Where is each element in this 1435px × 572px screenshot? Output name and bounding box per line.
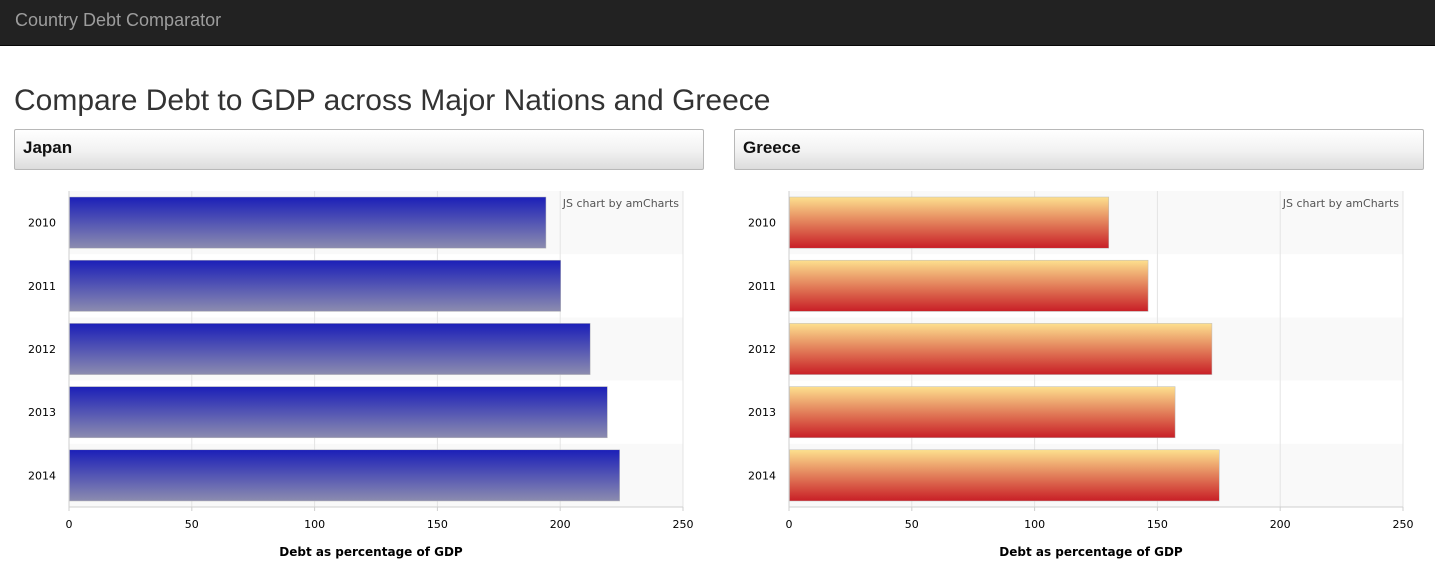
greece-bar-2012[interactable] [789, 323, 1213, 375]
greece-bar-2014[interactable] [789, 449, 1220, 502]
japan-ytick-label: 2014 [28, 469, 56, 482]
japan-bar-2011[interactable] [69, 259, 561, 312]
japan-chart-svg: 2010 2011 2012 2013 2014 0 50 100 150 200 250 Debt … [28, 191, 694, 559]
greece-ytick-label: 2012 [748, 343, 776, 356]
greece-xtick-label: 0 [786, 518, 793, 531]
greece-ytick-label: 2013 [748, 406, 776, 419]
japan-panel-header: Japan [14, 129, 704, 170]
greece-chart: 2010 2011 2012 2013 2014 0 50 100 150 200 250 Debt … [734, 183, 1424, 568]
greece-bar-2013[interactable] [789, 386, 1176, 439]
greece-panel-header: Greece [734, 129, 1424, 170]
greece-xtick-label: 250 [1393, 518, 1414, 531]
greece-xtick-label: 100 [1024, 518, 1045, 531]
japan-panel-title: Japan [23, 138, 73, 157]
japan-xtick-label: 0 [66, 518, 73, 531]
greece-bar-2011[interactable] [789, 259, 1149, 312]
navbar-brand[interactable]: Country Debt Comparator [15, 10, 222, 30]
japan-xtick-label: 200 [550, 518, 571, 531]
greece-panel-title: Greece [743, 138, 801, 157]
greece-chart-svg: 2010 2011 2012 2013 2014 0 50 100 150 200 250 Debt … [748, 191, 1414, 559]
greece-xtick-label: 150 [1147, 518, 1168, 531]
japan-chart: 2010 2011 2012 2013 2014 0 50 100 150 200 250 Debt … [14, 183, 704, 568]
greece-ytick-label: 2014 [748, 469, 776, 482]
japan-ytick-label: 2011 [28, 280, 56, 293]
japan-bar-2012[interactable] [69, 323, 591, 375]
japan-ytick-label: 2012 [28, 343, 56, 356]
japan-x-axis-label: Debt as percentage of GDP [279, 545, 463, 559]
navbar: Country Debt Comparator [0, 0, 1435, 46]
japan-xtick-label: 250 [673, 518, 694, 531]
page-title: Compare Debt to GDP across Major Nations… [14, 84, 771, 117]
greece-ytick-label: 2011 [748, 280, 776, 293]
japan-ytick-label: 2013 [28, 406, 56, 419]
japan-xtick-label: 50 [185, 518, 199, 531]
greece-xtick-label: 200 [1270, 518, 1291, 531]
japan-bar-2013[interactable] [69, 386, 608, 439]
greece-xtick-label: 50 [905, 518, 919, 531]
japan-xtick-label: 150 [427, 518, 448, 531]
greece-ytick-label: 2010 [748, 217, 776, 230]
japan-bar-2010[interactable] [69, 196, 547, 249]
japan-ytick-label: 2010 [28, 217, 56, 230]
greece-bar-2010[interactable] [789, 196, 1110, 249]
greece-x-axis-label: Debt as percentage of GDP [999, 545, 1183, 559]
japan-xtick-label: 100 [304, 518, 325, 531]
japan-credit-link[interactable]: JS chart by amCharts [562, 197, 679, 210]
japan-bar-2014[interactable] [69, 449, 620, 502]
greece-credit-link[interactable]: JS chart by amCharts [1282, 197, 1399, 210]
